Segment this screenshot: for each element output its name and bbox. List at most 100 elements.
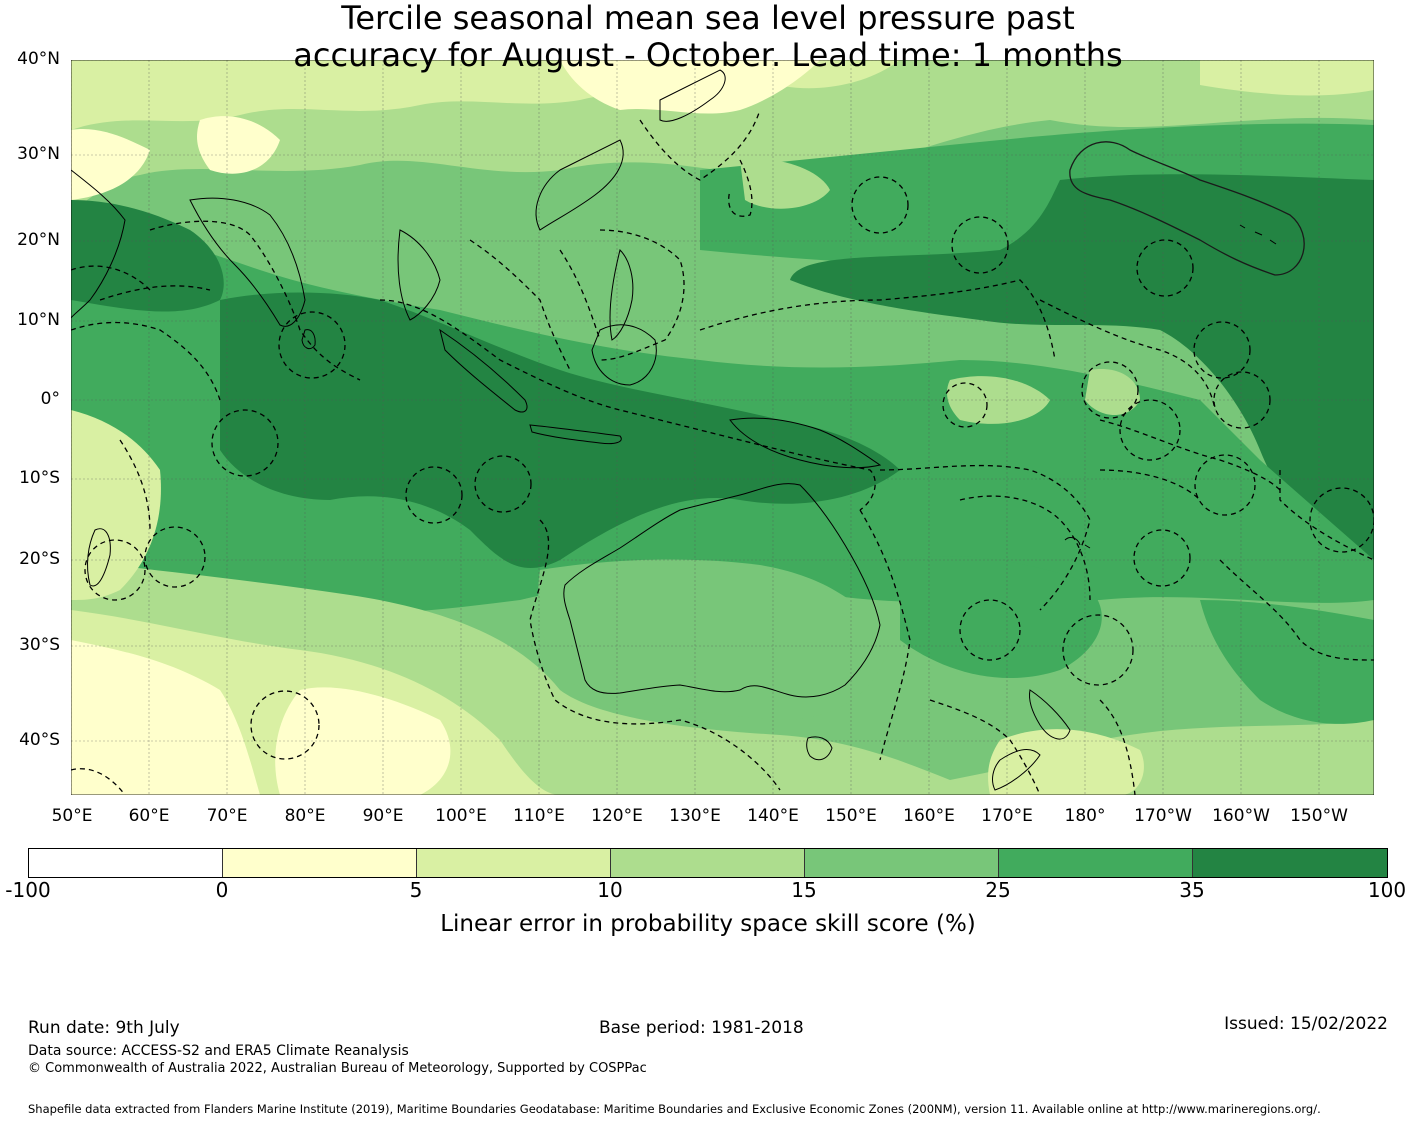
- skill-region-south-yellow: [71, 640, 260, 795]
- lon-label-100e: 100°E: [435, 806, 487, 826]
- colorbar-tick: 35: [1179, 878, 1205, 902]
- eez-marcus: [851, 176, 909, 234]
- eez-cocos: [474, 455, 532, 513]
- java-coastline: [529, 424, 622, 445]
- australia-coastline: [563, 483, 881, 698]
- lat-label-40n: 40°N: [17, 49, 60, 69]
- colorbar-segment: [223, 849, 417, 877]
- arabia-africa-coastline: [71, 169, 126, 319]
- eez-palmyra: [1193, 321, 1251, 379]
- colorbar-tick: 15: [791, 878, 817, 902]
- nz-south-coastline: [992, 749, 1041, 791]
- eez-french-polynesia: [1219, 470, 1374, 661]
- colorbar-tick: 100: [1367, 878, 1407, 902]
- chart-title-line1: Tercile seasonal mean sea level pressure…: [341, 0, 1075, 37]
- eez-hawaii: [1069, 141, 1305, 276]
- eez-south-china-sea: [469, 239, 601, 371]
- lon-label-140e: 140°E: [747, 806, 799, 826]
- eez-amsterdam: [250, 690, 320, 760]
- lon-label-130e: 130°E: [669, 806, 721, 826]
- eez-india: [149, 220, 361, 381]
- eez-southwest: [71, 768, 126, 795]
- colorbar-segment: [805, 849, 999, 877]
- lat-label-30s: 30°S: [19, 635, 60, 655]
- coastlines: [71, 69, 1277, 791]
- colorbar-segment: [417, 849, 611, 877]
- skill-region-arabian-dark: [71, 200, 224, 312]
- skill-region-north-yellow: [560, 60, 820, 114]
- lat-label-30n: 30°N: [17, 144, 60, 164]
- india-coastline: [189, 197, 306, 327]
- chart-title-line2: accuracy for August - October. Lead time…: [293, 36, 1123, 74]
- skill-region-north-yellow-2: [197, 116, 280, 174]
- copyright-notice: © Commonwealth of Australia 2022, Austra…: [28, 1061, 647, 1076]
- sri-lanka-coastline: [301, 329, 316, 350]
- eez-maldives: [278, 311, 346, 379]
- skill-region-southwest-pale: [71, 410, 161, 600]
- skill-region-central-pacific-light: [947, 376, 1050, 424]
- japan-coastline: [659, 69, 726, 122]
- sumatra-coastline: [439, 328, 528, 413]
- eez-arabian: [71, 265, 211, 301]
- colorbar-tick: 10: [597, 878, 623, 902]
- lat-label-10n: 10°N: [17, 310, 60, 330]
- run-date: Run date: 9th July: [28, 1018, 180, 1038]
- colorbar-tick: -100: [5, 878, 51, 902]
- skill-region-nz-pale: [988, 729, 1144, 795]
- lon-label-160e: 160°E: [903, 806, 955, 826]
- eez-christmas: [211, 409, 279, 477]
- china-coastline: [535, 139, 624, 231]
- lat-label-0: 0°: [40, 389, 60, 409]
- graticule: [71, 60, 1374, 795]
- lon-label-120e: 120°E: [591, 806, 643, 826]
- eez-vanuatu-fiji: [959, 469, 1201, 601]
- skill-region-australia-medium: [538, 559, 890, 720]
- lat-label-10s: 10°S: [19, 468, 60, 488]
- skill-region-southeast-medium: [1200, 600, 1374, 724]
- eez-tokelau: [1119, 399, 1181, 461]
- colorbar-segment: [611, 849, 805, 877]
- lat-label-40s: 40°S: [19, 730, 60, 750]
- eez-howland: [1081, 361, 1139, 419]
- tasmania-coastline: [806, 736, 833, 761]
- eez-johnston: [1136, 239, 1194, 297]
- eez-micronesia: [699, 279, 1056, 361]
- lon-label-50e: 50°E: [51, 806, 93, 826]
- eez-ocean-east: [1309, 487, 1374, 553]
- skill-region-south-yellow-2: [275, 687, 451, 795]
- lat-label-20s: 20°S: [19, 549, 60, 569]
- colorbar-tick: 25: [985, 878, 1011, 902]
- lon-label-170e: 170°E: [981, 806, 1033, 826]
- lon-label-150e: 150°E: [825, 806, 877, 826]
- colorbar-segment: [29, 849, 223, 877]
- lon-label-180: 180°: [1064, 806, 1106, 826]
- colorbar-label: Linear error in probability space skill …: [440, 911, 976, 937]
- indochina-coastline: [397, 229, 441, 321]
- skill-region-north-pacific-pale-2: [1200, 60, 1374, 96]
- eez-west-indian: [71, 321, 221, 531]
- lon-label-60e: 60°E: [128, 806, 170, 826]
- lon-label-80e: 80°E: [284, 806, 326, 826]
- philippines-coastline: [609, 249, 634, 341]
- lon-label-150w: 150°W: [1290, 806, 1348, 826]
- issued-date: Issued: 15/02/2022: [1224, 1014, 1388, 1034]
- skill-region-maritime-dark: [220, 292, 900, 569]
- eez-american-samoa: [1194, 454, 1256, 516]
- borneo-coastline: [591, 324, 657, 386]
- eez-reunion: [84, 539, 146, 601]
- colorbar-tick: 0: [215, 878, 229, 902]
- skill-region-tasman-medium: [900, 556, 1102, 679]
- colorbar-segment: [999, 849, 1193, 877]
- lon-label-70e: 70°E: [206, 806, 248, 826]
- eez-niue: [1133, 529, 1191, 587]
- lon-label-160w: 160°W: [1212, 806, 1270, 826]
- eez-mauritius: [144, 526, 206, 588]
- base-period: Base period: 1981-2018: [599, 1018, 804, 1038]
- eez-jarvis: [1213, 371, 1271, 429]
- eez-png-solomons: [879, 464, 1091, 611]
- eez-japan: [639, 109, 761, 217]
- lat-label-20n: 20°N: [17, 230, 60, 250]
- lon-label-170w: 170°W: [1134, 806, 1192, 826]
- colorbar-tick: 5: [409, 878, 423, 902]
- eez-boundaries: [71, 109, 1374, 795]
